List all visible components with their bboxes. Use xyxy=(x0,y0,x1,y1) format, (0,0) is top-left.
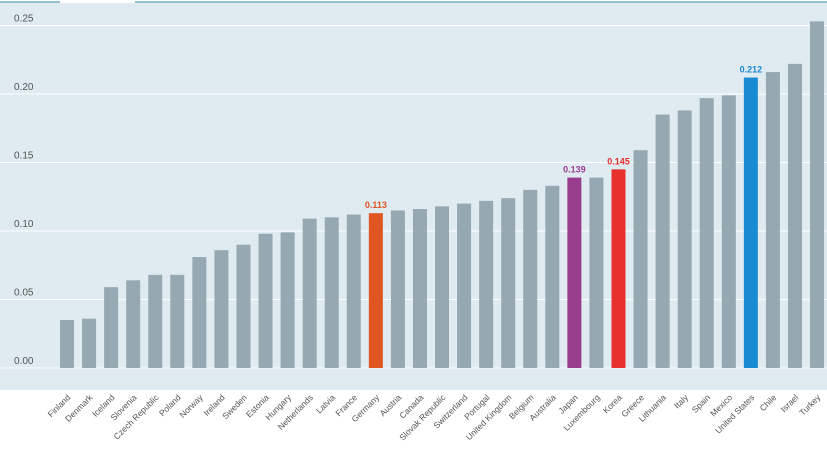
bar-korea xyxy=(611,169,626,368)
bar-greece xyxy=(633,150,648,368)
bar-turkey xyxy=(810,21,825,368)
bar-portugal xyxy=(479,200,494,368)
bar-japan xyxy=(567,177,582,368)
bar-spain xyxy=(699,98,714,369)
bar-united-states xyxy=(743,77,758,368)
value-label-united-states: 0.212 xyxy=(740,65,763,75)
x-tick-label: Norway xyxy=(177,392,205,420)
bar-hungary xyxy=(280,232,295,368)
bar-iceland xyxy=(104,287,119,368)
bar-ireland xyxy=(214,250,229,368)
y-tick-label: 0.15 xyxy=(14,151,34,162)
value-labels: 0.113 0.139 0.145 0.212 xyxy=(365,65,762,211)
bar-italy xyxy=(677,110,692,368)
bar-norway xyxy=(192,257,207,368)
bars xyxy=(60,21,825,369)
bar-belgium xyxy=(523,189,538,368)
bar-chile xyxy=(765,72,780,368)
bar-switzerland xyxy=(457,203,472,368)
value-label-korea: 0.145 xyxy=(607,156,630,166)
y-tick-label: 0.00 xyxy=(14,356,34,367)
bar-australia xyxy=(545,185,560,368)
y-tick-label: 0.10 xyxy=(14,219,34,230)
bar-netherlands xyxy=(302,218,317,368)
x-tick-label: Chile xyxy=(758,392,779,413)
bar-israel xyxy=(787,63,802,369)
y-axis: 0.00 0.05 0.10 0.15 0.20 0.25 xyxy=(14,14,34,368)
bar-canada xyxy=(412,209,427,368)
bar-finland xyxy=(60,320,74,368)
bar-mexico xyxy=(721,95,736,369)
bar-france xyxy=(346,214,361,368)
bar-slovak-republic xyxy=(435,206,450,368)
value-label-germany: 0.113 xyxy=(365,200,387,210)
bar-latvia xyxy=(324,217,339,368)
bar-germany xyxy=(368,213,383,368)
x-tick-label: Sweden xyxy=(220,392,249,421)
value-label-japan: 0.139 xyxy=(563,165,586,175)
bar-united-kingdom xyxy=(501,198,516,368)
bar-austria xyxy=(390,210,405,368)
bar-poland xyxy=(170,274,185,368)
bar-denmark xyxy=(82,318,97,368)
bar-czech-republic xyxy=(148,274,163,368)
bar-estonia xyxy=(258,233,273,368)
x-tick-label: Turkey xyxy=(797,392,823,418)
bar-sweden xyxy=(236,244,251,368)
bar-slovenia xyxy=(126,280,141,368)
y-tick-label: 0.05 xyxy=(14,288,34,299)
y-tick-label: 0.25 xyxy=(14,14,34,25)
bar-lithuania xyxy=(655,114,670,368)
x-tick-label: Italy xyxy=(672,392,691,411)
bar-luxembourg xyxy=(589,177,604,368)
y-tick-label: 0.20 xyxy=(14,82,34,93)
